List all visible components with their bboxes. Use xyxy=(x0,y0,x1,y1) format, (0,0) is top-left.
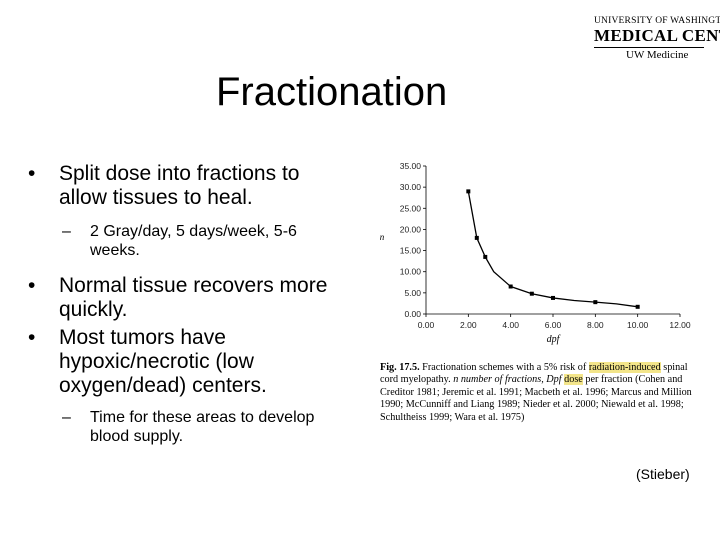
caption-dpf-symbol: Dpf xyxy=(546,374,562,386)
data-point xyxy=(474,235,479,240)
sub-bullet-item: – 2 Gray/day, 5 days/week, 5-6 weeks. xyxy=(28,222,348,260)
bullet-item: • Split dose into fractions to allow tiss… xyxy=(28,162,348,210)
y-tick-label: 15.00 xyxy=(400,246,422,256)
y-tick-label: 25.00 xyxy=(400,203,422,213)
logo-divider xyxy=(594,47,704,48)
x-tick-label: 8.00 xyxy=(587,320,604,330)
bullet-symbol: • xyxy=(28,326,36,349)
x-tick-label: 12.00 xyxy=(669,320,691,330)
y-tick-label: 0.00 xyxy=(404,309,421,319)
data-point xyxy=(483,254,488,259)
caption-text-3: per fraction (Cohen and Creditor 1981; J… xyxy=(380,374,692,423)
x-tick-label: 4.00 xyxy=(502,320,519,330)
slide-title: Fractionation xyxy=(216,70,448,114)
sub-bullet-item: – Time for these areas to develop blood s… xyxy=(28,408,348,446)
caption-text-1: Fractionation schemes with a 5% risk of xyxy=(422,362,587,373)
y-axis-label: n xyxy=(380,232,385,242)
x-tick-label: 6.00 xyxy=(545,320,562,330)
uw-medicine-logo: UNIVERSITY OF WASHINGTON MEDICAL CENTER … xyxy=(594,16,720,61)
y-tick-label: 5.00 xyxy=(404,288,421,298)
logo-university-text: UNIVERSITY OF WASHINGTON xyxy=(594,16,720,26)
x-tick-label: 10.00 xyxy=(627,320,649,330)
dash-symbol: – xyxy=(62,409,71,426)
bullet-item: • Most tumors have hypoxic/necrotic (low … xyxy=(28,326,348,398)
caption-n-definition: n number of fractions, xyxy=(453,374,544,386)
figure-caption: Fig. 17.5. Fractionation schemes with a … xyxy=(380,362,700,424)
bullet-symbol: • xyxy=(28,274,36,297)
data-point xyxy=(593,300,598,305)
logo-medical-center-text: MEDICAL CENTER xyxy=(594,26,720,45)
logo-uw-medicine-text: UW Medicine xyxy=(626,49,689,61)
data-point xyxy=(635,304,640,309)
x-axis-label: dpf xyxy=(547,334,561,345)
series-line xyxy=(467,191,638,308)
dash-symbol: – xyxy=(62,223,71,240)
source-citation: (Stieber) xyxy=(636,466,690,482)
caption-highlight-1: radiation-induced xyxy=(588,362,661,373)
caption-highlight-2: dose xyxy=(564,374,583,386)
y-tick-label: 30.00 xyxy=(400,182,422,192)
bullet-list: • Split dose into fractions to allow tiss… xyxy=(28,162,348,446)
bullet-item: • Normal tissue recovers more quickly. xyxy=(28,274,348,322)
data-point xyxy=(466,189,471,194)
data-point xyxy=(529,291,534,296)
caption-figure-label: Fig. 17.5. xyxy=(380,362,420,373)
data-point xyxy=(551,295,555,300)
x-tick-label: 2.00 xyxy=(460,320,477,330)
bullet-text: Most tumors have hypoxic/necrotic (low o… xyxy=(59,326,267,397)
x-tick-label: 0.00 xyxy=(418,320,435,330)
y-tick-label: 35.00 xyxy=(400,161,422,171)
y-tick-label: 10.00 xyxy=(400,267,422,277)
bullet-text: Normal tissue recovers more quickly. xyxy=(59,274,328,321)
bullet-text: Split dose into fractions to allow tissu… xyxy=(59,162,300,209)
sub-bullet-text: Time for these areas to develop blood su… xyxy=(90,409,315,445)
fractionation-chart: 0.00 5.00 10.00 15.00 20.00 25.00 30.00 35.00 0.… xyxy=(380,161,691,345)
sub-bullet-text: 2 Gray/day, 5 days/week, 5-6 weeks. xyxy=(90,223,297,259)
caption-text-2: spinal cord myelopathy. xyxy=(380,362,688,386)
y-tick-label: 20.00 xyxy=(400,224,422,234)
bullet-symbol: • xyxy=(28,162,36,185)
data-point xyxy=(508,284,513,289)
